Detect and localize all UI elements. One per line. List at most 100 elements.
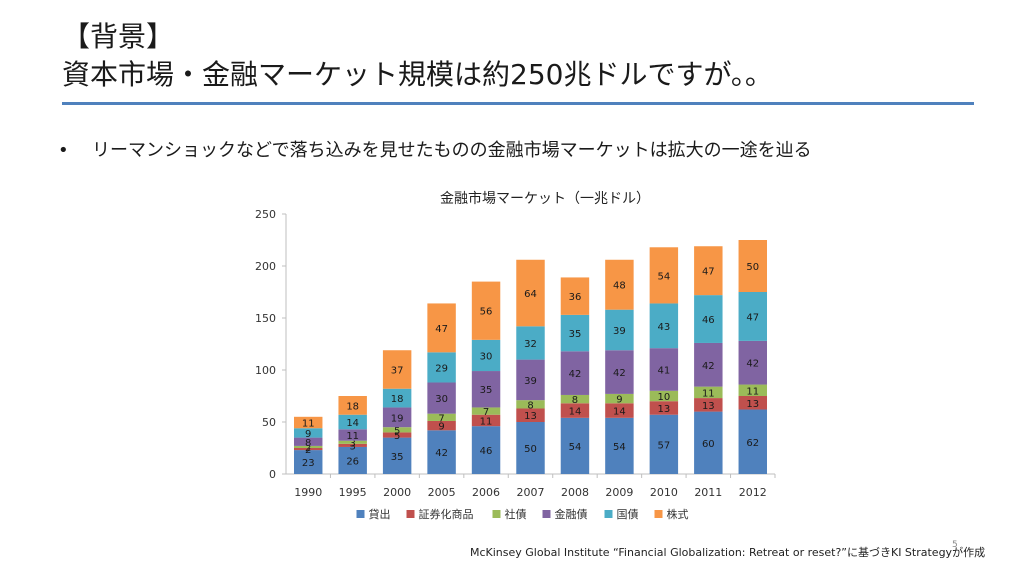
bar-segment	[649, 401, 679, 415]
heading-divider	[62, 102, 974, 105]
bar-segment	[338, 446, 367, 474]
data-label: 56	[480, 307, 493, 318]
data-label: 14	[569, 407, 582, 418]
data-label: 57	[657, 440, 670, 451]
data-label: 39	[613, 326, 626, 337]
data-label: 47	[702, 267, 715, 278]
data-label: 32	[524, 339, 537, 350]
data-label: 50	[524, 444, 537, 455]
legend-swatch	[542, 510, 551, 518]
data-label: 7	[438, 413, 444, 424]
heading-line-2: 資本市場・金融マーケット規模は約250兆ドルですが。。	[62, 58, 773, 91]
bar-segment	[471, 407, 501, 415]
bar-segment	[738, 340, 767, 385]
bar-segment	[382, 437, 412, 474]
data-label: 47	[435, 324, 448, 335]
bar-segment	[338, 414, 367, 430]
bar-segment	[649, 348, 679, 391]
data-label: 11	[302, 419, 315, 430]
data-label: 3	[349, 441, 355, 452]
data-label: 13	[524, 411, 537, 422]
data-label: 9	[438, 422, 444, 433]
data-label: 9	[616, 395, 622, 406]
x-tick-label: 1990	[294, 486, 322, 499]
legend-swatch	[492, 510, 501, 518]
data-label: 54	[613, 442, 626, 453]
bar-segment	[427, 352, 456, 383]
data-label: 47	[746, 312, 759, 323]
y-tick-label: 250	[255, 208, 276, 221]
bar-segment	[694, 295, 723, 343]
legend-label: 金融債	[555, 507, 588, 521]
bar-segment	[605, 393, 634, 404]
x-tick-label: 2012	[739, 486, 767, 499]
bar-segment	[649, 303, 679, 349]
bar-segment	[294, 437, 323, 446]
y-tick-label: 150	[255, 312, 276, 325]
bar-segment	[338, 440, 367, 444]
data-label: 35	[569, 329, 582, 340]
bar-segment	[338, 429, 367, 441]
data-label: 42	[613, 368, 626, 379]
data-label: 13	[657, 404, 670, 415]
bar-segment	[427, 413, 456, 421]
bar-segment	[471, 371, 501, 408]
bar-segment	[738, 396, 767, 410]
bar-segment	[338, 443, 367, 447]
bar-segment	[694, 411, 723, 474]
bar-segment	[560, 417, 590, 474]
bar-segment	[694, 342, 723, 387]
data-label: 7	[483, 407, 489, 418]
bar-segment	[294, 445, 323, 448]
bar-segment	[560, 394, 590, 404]
data-label: 64	[524, 289, 537, 300]
data-label: 37	[391, 365, 404, 376]
bullet-text: リーマンショックなどで落ち込みを見せたものの金融市場マーケットは拡大の一途を辿る	[92, 140, 812, 161]
data-label: 2	[305, 445, 311, 456]
bar-segment	[294, 448, 323, 451]
bar-segment	[605, 259, 634, 310]
x-tick-label: 2010	[650, 486, 678, 499]
bar-segment	[516, 326, 545, 360]
bar-segment	[694, 398, 723, 412]
data-label: 39	[524, 376, 537, 387]
x-tick-label: 1995	[339, 486, 367, 499]
bar-segment	[694, 246, 723, 296]
bar-segment	[516, 400, 545, 409]
x-tick-label: 2007	[517, 486, 545, 499]
bar-segment	[738, 240, 767, 292]
bar-segment	[471, 339, 501, 372]
bar-segment	[738, 384, 767, 396]
bar-segment	[516, 408, 545, 422]
bar-segment	[649, 414, 679, 474]
data-label: 42	[746, 359, 759, 370]
bar-segment	[605, 350, 634, 394]
data-label: 54	[657, 271, 670, 282]
data-label: 54	[569, 442, 582, 453]
x-tick-label: 2006	[472, 486, 500, 499]
bar-segment	[338, 396, 367, 415]
bar-segment	[471, 414, 501, 427]
data-label: 9	[305, 429, 311, 440]
legend-label: 社債	[505, 507, 527, 521]
bar-segment	[382, 388, 412, 408]
data-label: 42	[569, 369, 582, 380]
x-tick-label: 2009	[605, 486, 633, 499]
bar-segment	[427, 303, 456, 353]
y-tick-label: 100	[255, 364, 276, 377]
data-label: 11	[480, 416, 493, 427]
x-tick-label: 2011	[694, 486, 722, 499]
bar-segment	[516, 259, 545, 327]
bar-segment	[560, 403, 590, 418]
y-tick-label: 0	[269, 468, 276, 481]
source-note: McKinsey Global Institute “Financial Glo…	[470, 546, 986, 559]
page-number: 5	[952, 540, 958, 550]
bar-segment	[427, 430, 456, 474]
data-label: 46	[702, 315, 715, 326]
bar-segment	[649, 247, 679, 304]
bar-segment	[382, 350, 412, 389]
bar-segment	[516, 359, 545, 401]
data-label: 19	[391, 413, 404, 424]
data-label: 42	[435, 448, 448, 459]
data-label: 62	[746, 438, 759, 449]
